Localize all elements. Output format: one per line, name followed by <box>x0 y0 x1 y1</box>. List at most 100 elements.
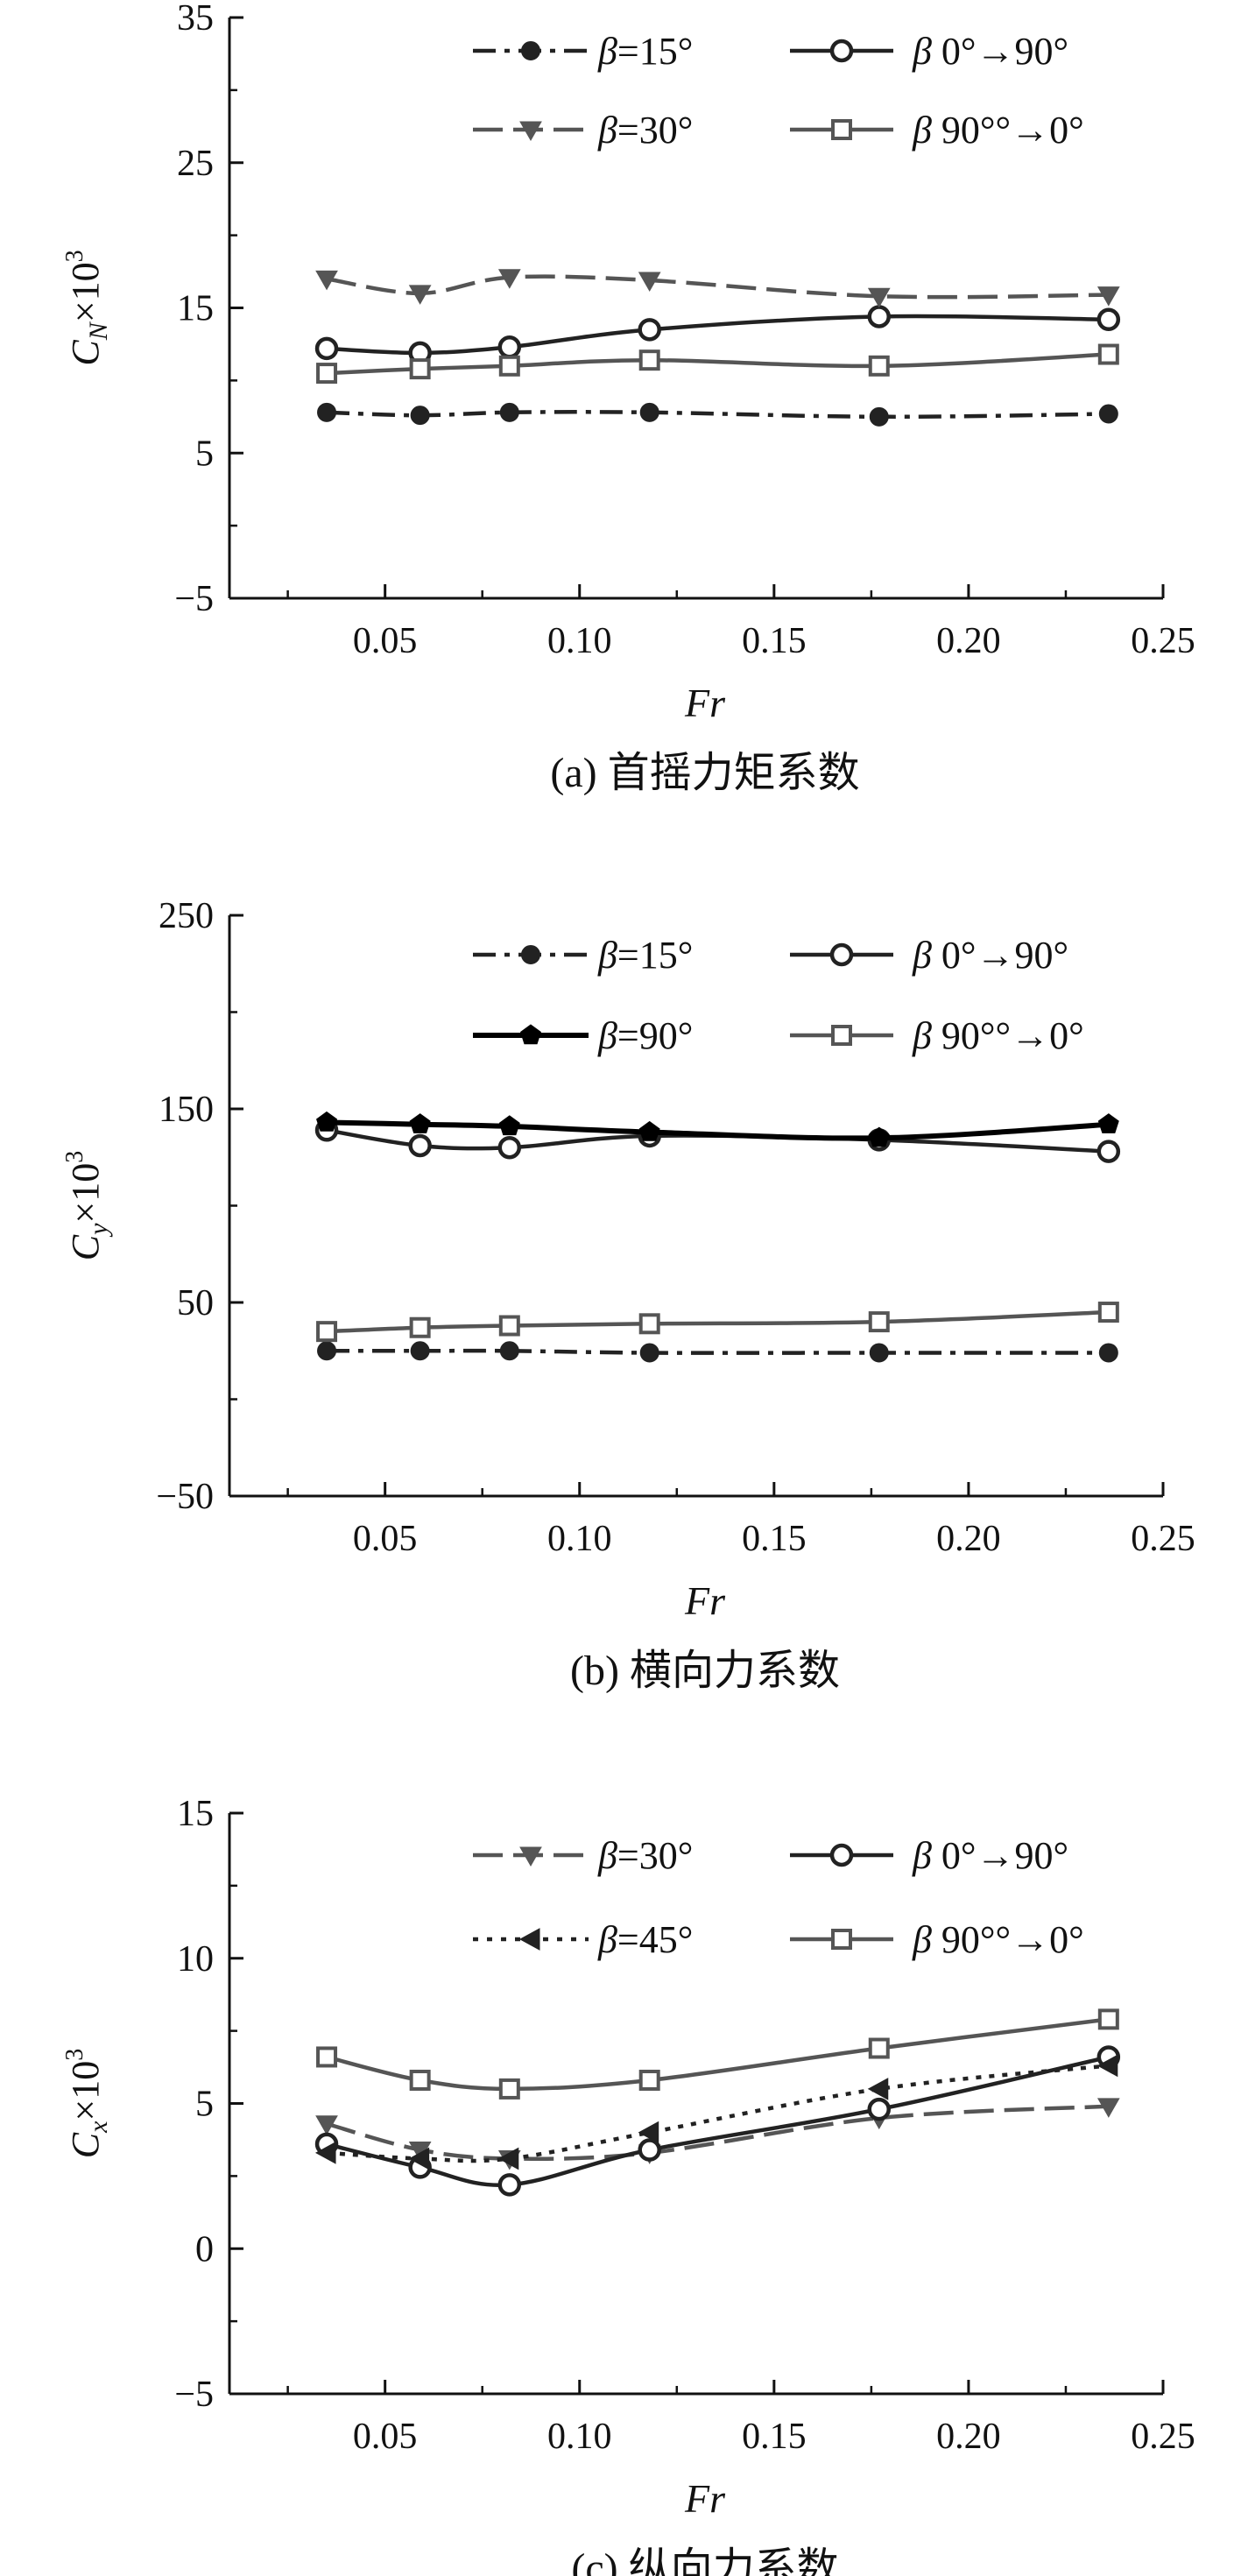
series-3 <box>315 269 1120 308</box>
y-tick-label: −5 <box>174 2375 214 2415</box>
data-point <box>498 1315 520 1337</box>
x-tick-label: 0.10 <box>547 2417 612 2457</box>
y-tick-label: 50 <box>177 1283 214 1323</box>
data-point <box>868 1126 890 1147</box>
data-point <box>497 2173 522 2197</box>
data-point <box>316 1321 338 1343</box>
data-point <box>497 1135 522 1160</box>
data-point <box>868 355 890 377</box>
data-point <box>638 349 660 371</box>
legend-marker <box>521 945 540 964</box>
data-point <box>638 272 661 293</box>
series-4 <box>316 343 1119 385</box>
legend-label: β=45° <box>597 1918 693 1961</box>
legend-label: β 0°→90° <box>912 1834 1068 1877</box>
y-tick-label: 10 <box>177 1939 214 1980</box>
legend-entry: β 90°°→0° <box>790 1014 1084 1057</box>
y-axis-label: Cx×103 <box>61 2049 113 2159</box>
data-point <box>1096 1140 1121 1163</box>
legend-entry: β 0°→90° <box>790 30 1068 73</box>
data-point <box>410 406 430 426</box>
legend-entry: β=45° <box>473 1918 693 1961</box>
y-tick-label: 0 <box>195 2229 214 2269</box>
data-point <box>638 2138 661 2162</box>
x-tick-label: 0.15 <box>742 1519 807 1559</box>
chart-panel-2: −50 50 150 250 0.05 0.10 0.15 0.20 0.25 Fr (b) 横向力… <box>61 896 1195 1694</box>
data-point <box>408 285 432 305</box>
x-tick-label: 0.10 <box>547 621 612 661</box>
data-point <box>314 336 339 361</box>
chart-caption: (a) 首摇力矩系数 <box>550 750 859 796</box>
data-point <box>638 1120 660 1141</box>
data-point <box>409 1113 431 1133</box>
data-point <box>410 1341 430 1361</box>
data-point <box>638 2121 659 2144</box>
y-tick-label: 15 <box>177 1794 214 1834</box>
y-tick-label: 5 <box>195 434 214 474</box>
data-point <box>316 1111 338 1132</box>
series-line <box>326 352 1109 376</box>
data-point <box>868 2037 890 2059</box>
legend-marker <box>831 119 852 140</box>
data-point <box>316 2046 338 2068</box>
legend-marker <box>518 1928 540 1951</box>
x-tick-label: 0.20 <box>936 2417 1001 2457</box>
legend-entry: β 0°→90° <box>790 1834 1068 1877</box>
data-point <box>638 2069 660 2091</box>
series-1 <box>317 402 1118 427</box>
data-point <box>499 1341 519 1361</box>
y-tick-label: −50 <box>156 1477 214 1517</box>
data-point <box>639 402 659 422</box>
data-point <box>409 2069 431 2091</box>
x-axis-label: Fr <box>684 681 726 725</box>
legend-entry: β=15° <box>473 30 693 73</box>
data-point <box>868 1311 890 1333</box>
legend-marker <box>519 1846 542 1867</box>
legend-entry: β=15° <box>473 934 693 977</box>
data-point <box>867 305 892 328</box>
x-tick-label: 0.25 <box>1131 621 1195 661</box>
data-point <box>408 1133 432 1158</box>
series-2 <box>314 305 1121 365</box>
data-point <box>1097 343 1119 365</box>
series-line <box>326 1309 1109 1334</box>
y-tick-label: 15 <box>177 289 214 329</box>
series-1 <box>317 1341 1118 1363</box>
data-point <box>1098 1343 1118 1363</box>
y-tick-label: 35 <box>177 0 214 39</box>
data-point <box>409 1316 431 1338</box>
data-point <box>315 2115 338 2135</box>
series-line <box>327 1348 1109 1355</box>
series-line <box>326 314 1109 356</box>
legend-label: β=90° <box>597 1014 693 1057</box>
data-point <box>317 402 337 422</box>
legend-label: β=15° <box>597 934 693 977</box>
legend-marker <box>829 1843 854 1867</box>
data-point <box>1096 2054 1118 2078</box>
x-tick-label: 0.15 <box>742 621 807 661</box>
data-point <box>639 1343 659 1363</box>
data-point <box>1098 404 1118 424</box>
data-point <box>408 2147 430 2170</box>
series-line <box>326 2064 1110 2163</box>
data-point <box>497 2147 519 2170</box>
legend-label: β 0°→90° <box>912 934 1068 977</box>
y-tick-label: 150 <box>159 1090 214 1130</box>
x-axis-label: Fr <box>684 2476 726 2521</box>
chart-caption: (b) 横向力系数 <box>570 1648 840 1694</box>
data-point <box>314 2142 336 2164</box>
data-point <box>498 355 520 377</box>
legend-entry: β=30° <box>473 109 693 152</box>
chart-caption: (c) 纵向力系数 <box>571 2545 838 2576</box>
data-point <box>1097 2008 1119 2030</box>
x-tick-label: 0.05 <box>353 621 418 661</box>
legend-entry: β 90°°→0° <box>790 1918 1084 1961</box>
x-tick-label: 0.05 <box>353 1519 418 1559</box>
data-point <box>867 2078 889 2100</box>
x-tick-label: 0.25 <box>1131 1519 1195 1559</box>
chart-panel-1: −5 5 15 25 35 0.05 0.10 0.15 0.20 0.25 Fr (a) 首摇力矩系… <box>61 0 1195 796</box>
legend-label: β=15° <box>597 30 693 73</box>
legend-label: β 90°°→0° <box>912 109 1084 152</box>
x-tick-label: 0.20 <box>936 621 1001 661</box>
